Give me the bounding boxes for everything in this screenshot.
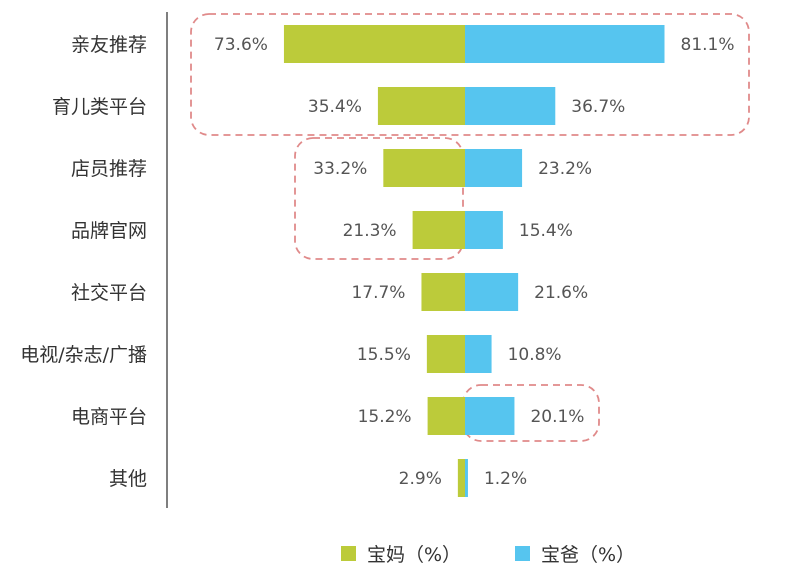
- category-label: 其他: [109, 468, 147, 490]
- value-label-mom: 2.9%: [399, 469, 442, 489]
- value-label-mom: 17.7%: [351, 283, 405, 303]
- bar-mom: [427, 397, 465, 435]
- value-label-mom: 33.2%: [313, 159, 367, 179]
- value-label-mom: 35.4%: [308, 97, 362, 117]
- legend-label-mom: 宝妈（%）: [367, 544, 461, 566]
- category-label: 店员推荐: [71, 158, 147, 180]
- category-label: 电商平台: [71, 406, 147, 428]
- labels: 亲友推荐 73.6% 81.1% 育儿类平台 35.4% 36.7% 店员推荐 33.2% 23…: [20, 34, 734, 490]
- bar-mom: [426, 335, 465, 373]
- value-label-dad: 36.7%: [571, 97, 625, 117]
- category-label: 育儿类平台: [52, 96, 147, 118]
- bar-dad: [465, 335, 492, 373]
- bar-dad: [465, 397, 515, 435]
- highlight-box: [294, 137, 464, 260]
- value-label-mom: 73.6%: [214, 35, 268, 55]
- highlight-box: [190, 13, 750, 136]
- legend-label-dad: 宝爸（%）: [541, 544, 635, 566]
- value-label-dad: 81.1%: [681, 35, 735, 55]
- bar-mom: [421, 273, 465, 311]
- value-label-dad: 23.2%: [538, 159, 592, 179]
- bar-dad: [465, 211, 503, 249]
- value-label-mom: 21.3%: [343, 221, 397, 241]
- bar-mom: [457, 459, 465, 497]
- legend-swatch-dad: [515, 546, 530, 561]
- bars: [283, 25, 665, 497]
- category-label: 社交平台: [71, 282, 147, 304]
- value-label-mom: 15.5%: [357, 345, 411, 365]
- bar-mom: [377, 87, 465, 125]
- bar-dad: [465, 25, 665, 63]
- bar-mom: [283, 25, 465, 63]
- value-label-dad: 21.6%: [534, 283, 588, 303]
- category-label: 亲友推荐: [71, 34, 147, 56]
- value-label-dad: 10.8%: [508, 345, 562, 365]
- bar-dad: [465, 459, 468, 497]
- bar-mom: [383, 149, 465, 187]
- category-label: 电视/杂志/广播: [20, 344, 147, 366]
- legend-swatch-mom: [341, 546, 356, 561]
- category-label: 品牌官网: [71, 220, 147, 242]
- value-label-dad: 20.1%: [530, 407, 584, 427]
- value-label-dad: 1.2%: [484, 469, 527, 489]
- legend: 宝妈（%） 宝爸（%）: [341, 544, 635, 566]
- value-label-dad: 15.4%: [519, 221, 573, 241]
- value-label-mom: 15.2%: [358, 407, 412, 427]
- bar-mom: [412, 211, 465, 249]
- bar-dad: [465, 149, 523, 187]
- bar-dad: [465, 87, 556, 125]
- bar-dad: [465, 273, 519, 311]
